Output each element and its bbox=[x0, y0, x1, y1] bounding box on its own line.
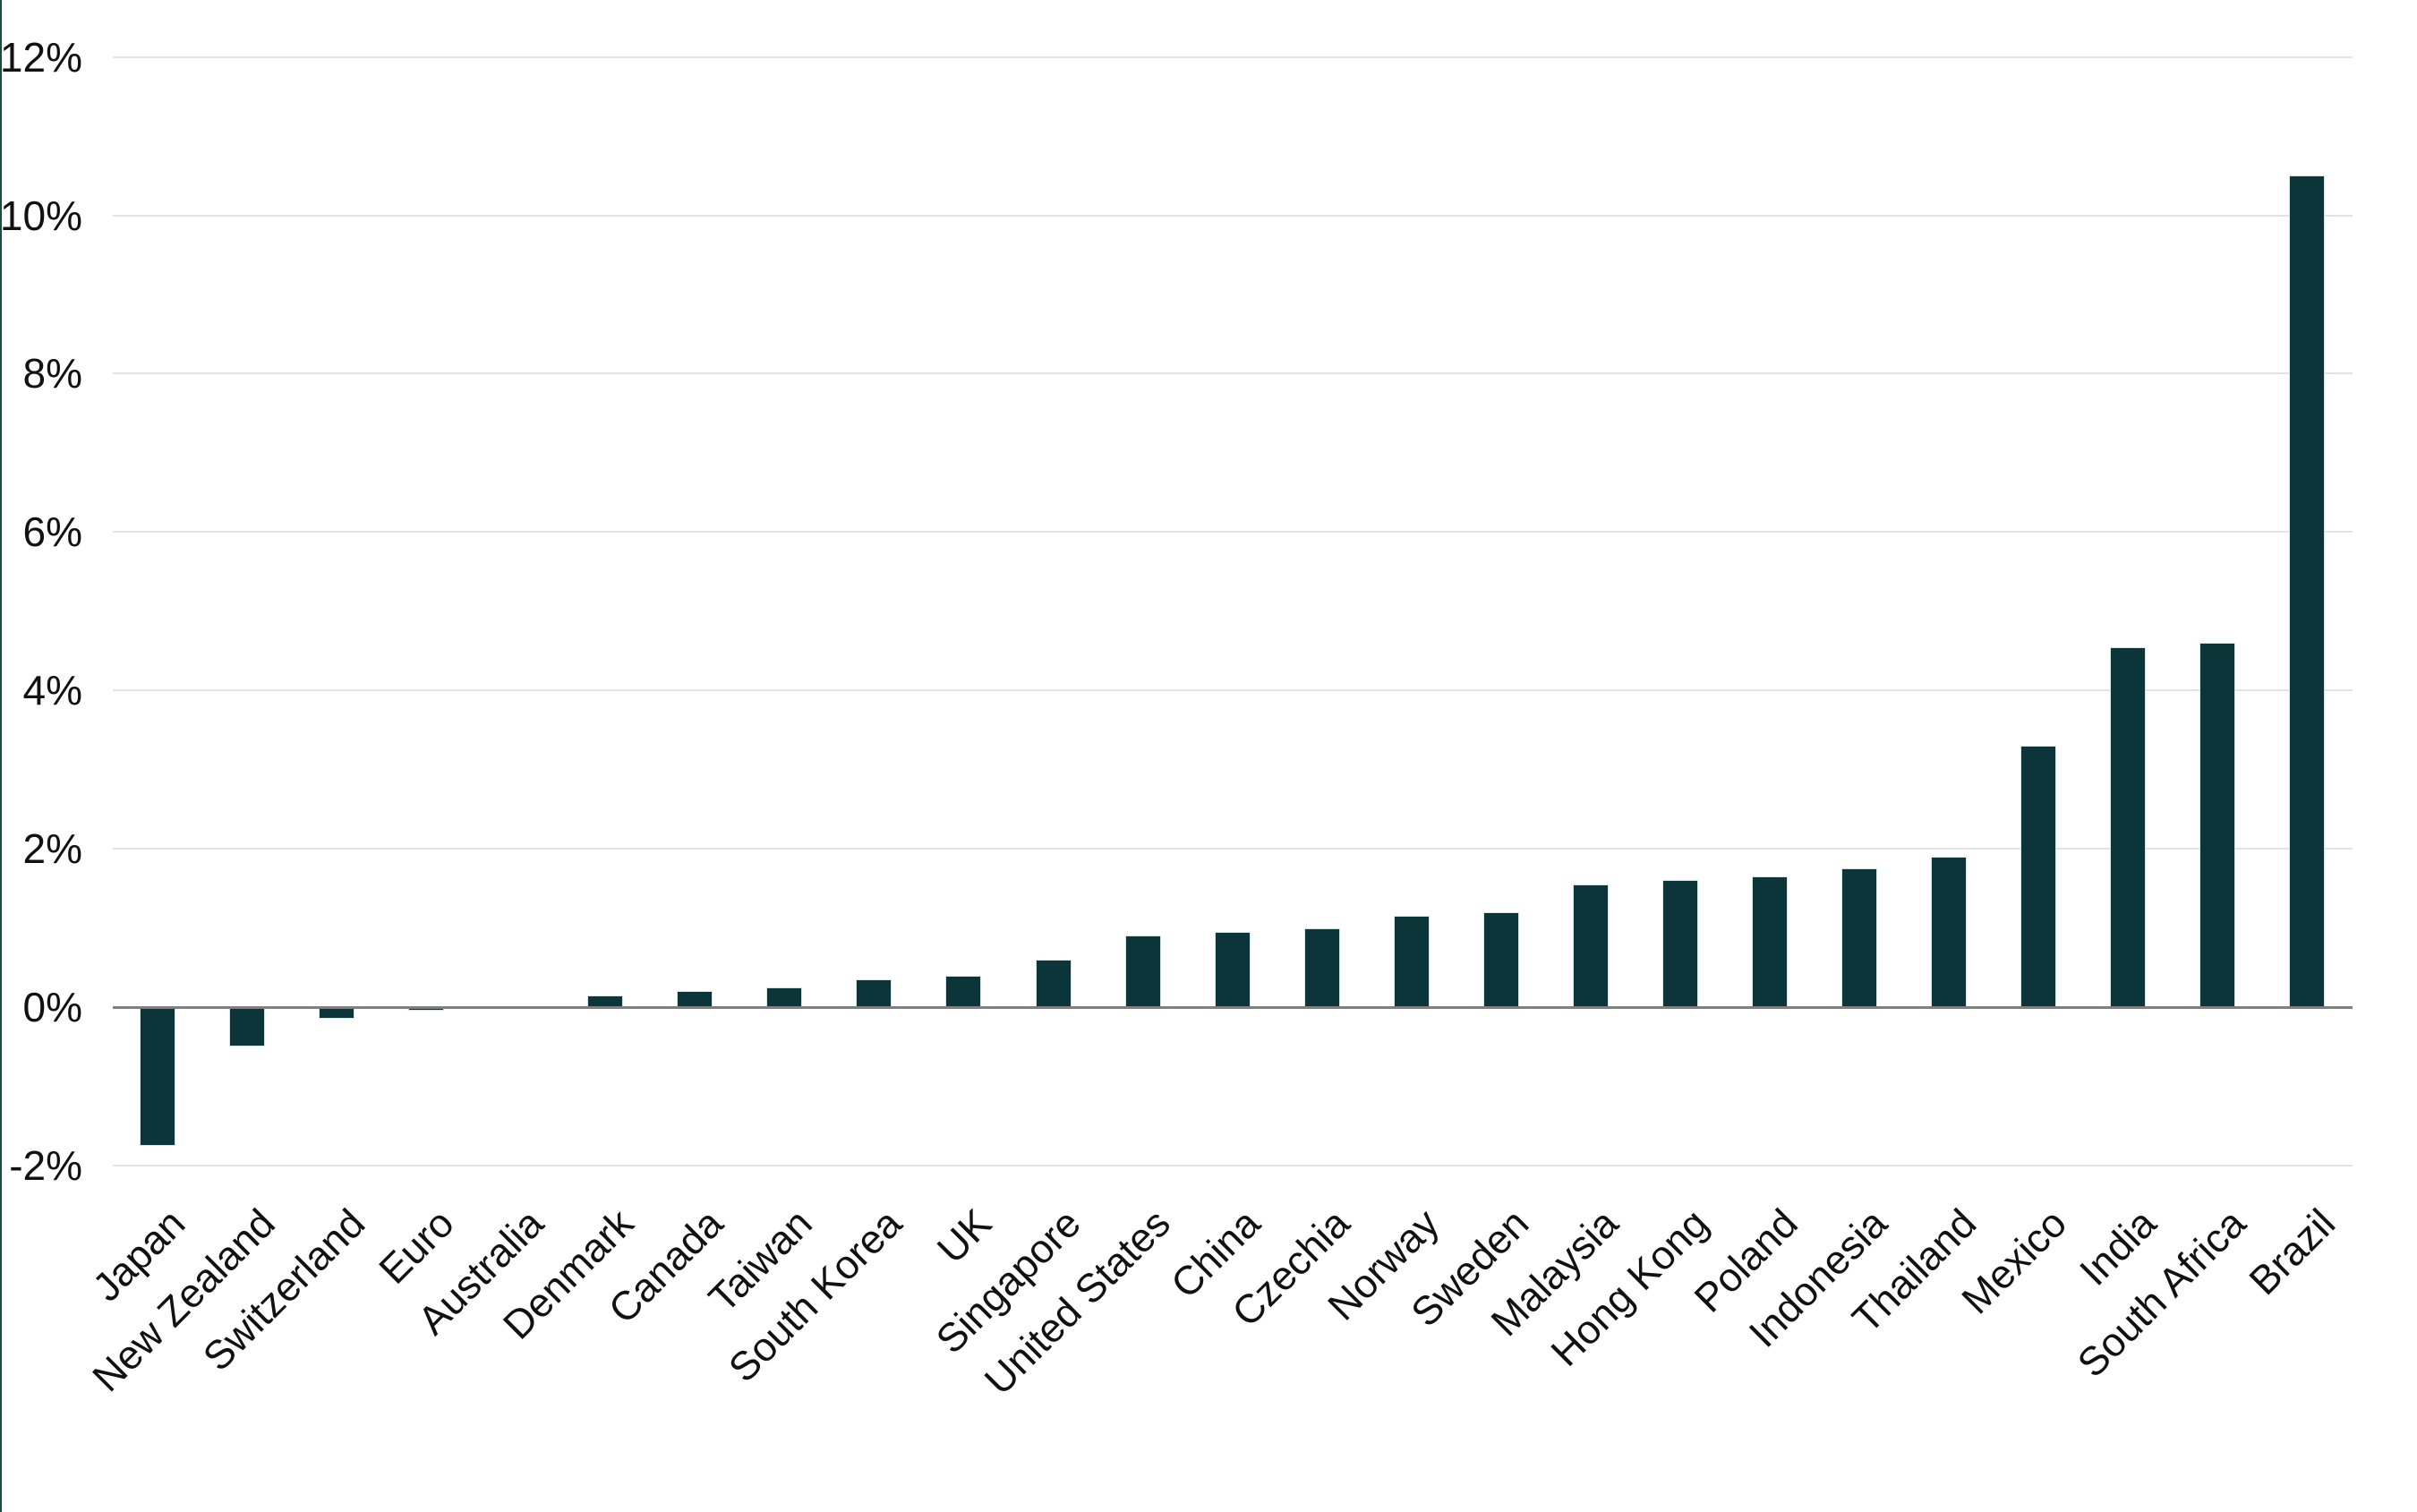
x-tick-label: UK bbox=[927, 1200, 1001, 1272]
bar-south-africa bbox=[2199, 643, 2236, 1007]
bar-switzerland bbox=[319, 1007, 355, 1020]
gridline bbox=[113, 531, 2353, 534]
bar-south-korea bbox=[856, 979, 892, 1007]
gridline bbox=[113, 372, 2353, 375]
y-tick-label: 8% bbox=[22, 350, 82, 397]
y-tick-label: 0% bbox=[22, 984, 82, 1030]
bar-china bbox=[1214, 931, 1251, 1007]
bar-uk bbox=[945, 975, 982, 1007]
bar-taiwan bbox=[766, 987, 803, 1007]
y-tick-label: 10% bbox=[0, 192, 82, 239]
gridline bbox=[113, 848, 2353, 850]
bar-thailand bbox=[1931, 856, 1967, 1007]
gridline bbox=[113, 56, 2353, 58]
y-tick-label: 12% bbox=[0, 33, 82, 81]
x-tick-label: Brazil bbox=[2240, 1200, 2344, 1304]
bar-brazil bbox=[2289, 175, 2326, 1007]
bar-canada bbox=[677, 991, 713, 1007]
bar-sweden bbox=[1482, 911, 1519, 1007]
x-axis-zero-line bbox=[113, 1005, 2353, 1009]
gridline bbox=[113, 689, 2353, 692]
gridline bbox=[113, 1164, 2353, 1166]
bar-singapore bbox=[1035, 959, 1072, 1007]
bar-poland bbox=[1751, 876, 1788, 1007]
bar-mexico bbox=[2020, 746, 2057, 1007]
bar-india bbox=[2110, 646, 2147, 1007]
left-edge-line bbox=[0, 0, 2, 1512]
y-tick-label: -2% bbox=[9, 1141, 82, 1189]
bar-hong-kong bbox=[1661, 880, 1698, 1007]
bar-indonesia bbox=[1841, 868, 1877, 1007]
bar-new-zealand bbox=[229, 1007, 266, 1047]
bar-norway bbox=[1393, 916, 1430, 1007]
bar-czechia bbox=[1303, 927, 1340, 1007]
y-tick-label: 6% bbox=[22, 508, 82, 556]
gridline bbox=[113, 214, 2353, 217]
bar-united-states bbox=[1124, 935, 1161, 1007]
y-tick-label: 2% bbox=[22, 825, 82, 873]
bar-malaysia bbox=[1572, 884, 1609, 1007]
bar-japan bbox=[140, 1007, 175, 1146]
y-tick-label: 4% bbox=[22, 667, 82, 714]
